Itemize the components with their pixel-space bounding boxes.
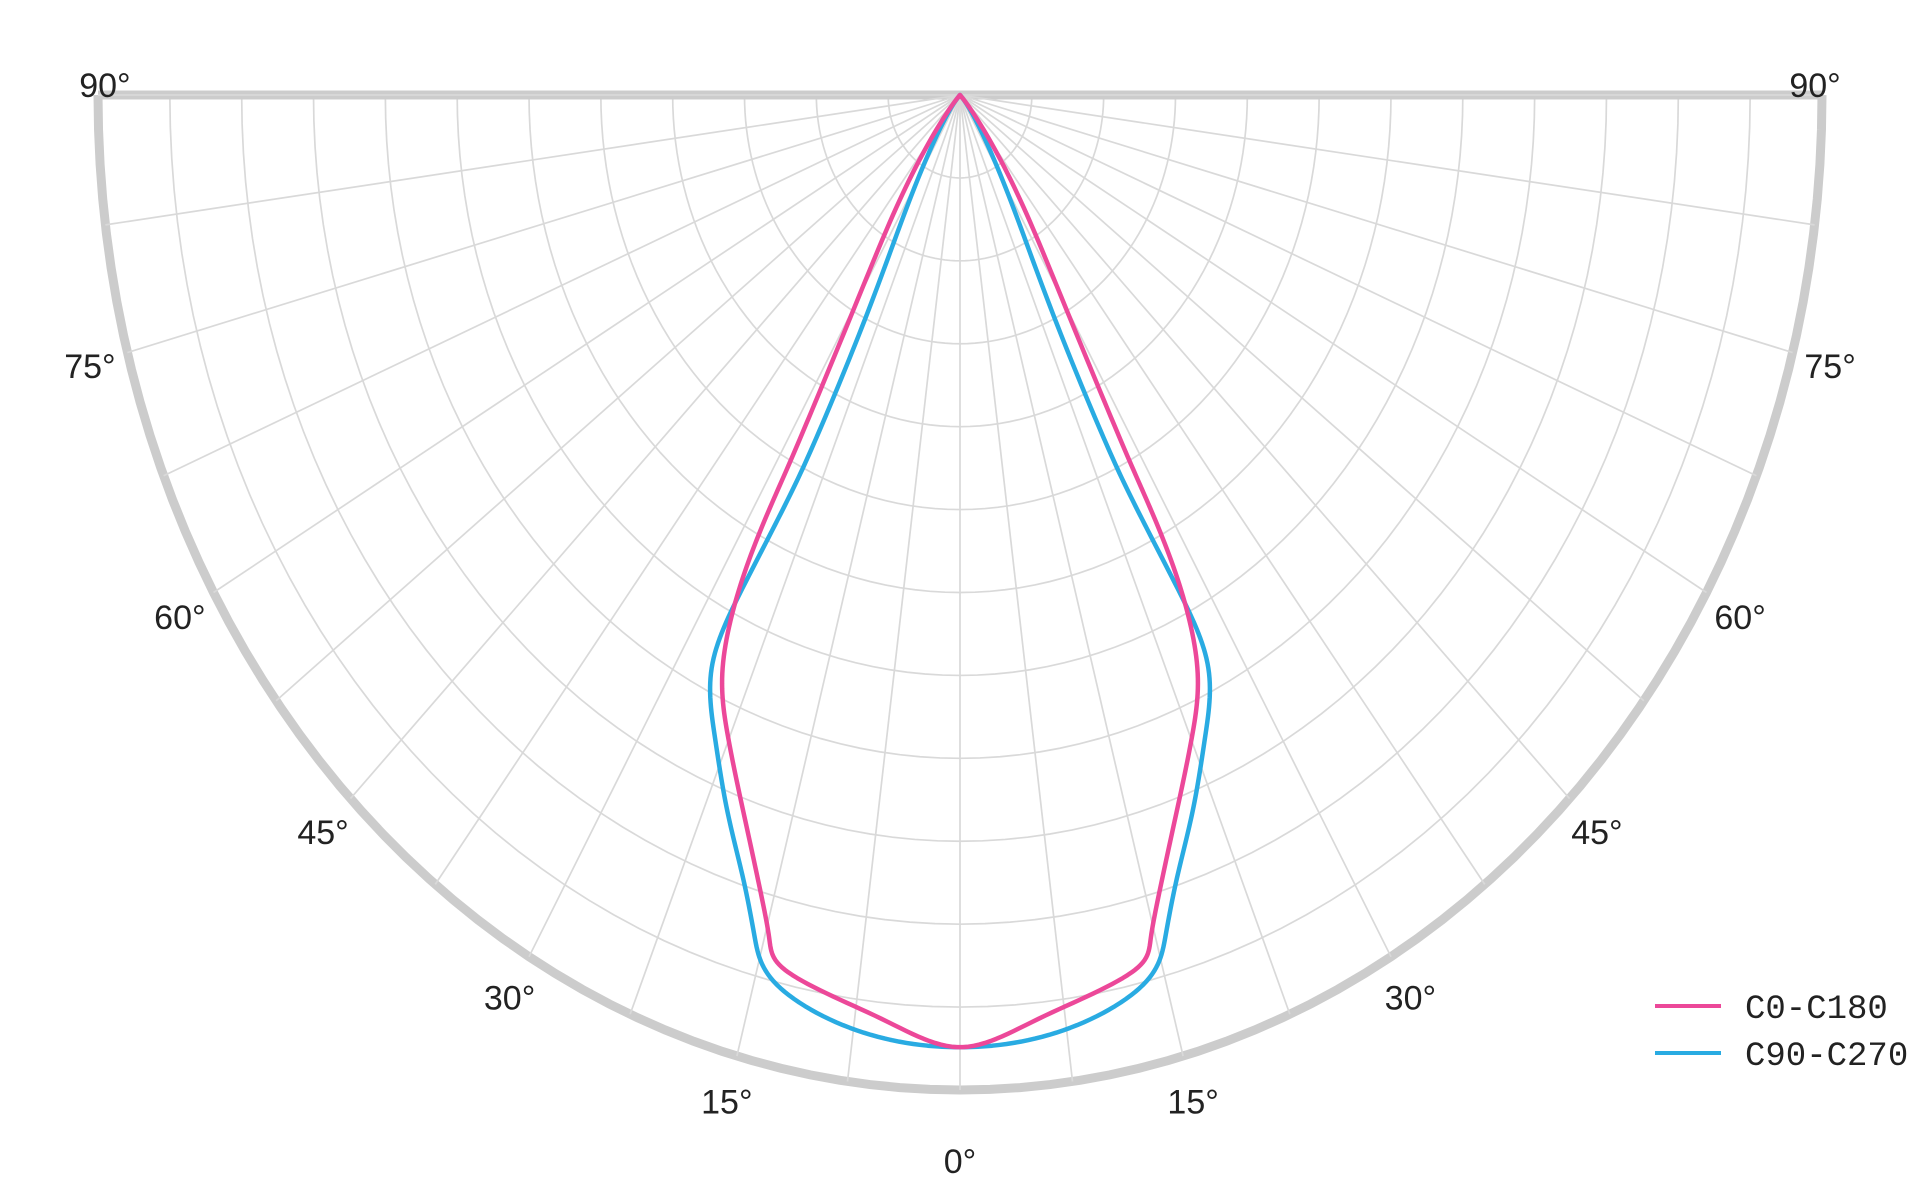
svg-text:90°: 90°	[79, 67, 130, 105]
svg-text:15°: 15°	[1167, 1083, 1218, 1121]
svg-text:30°: 30°	[1385, 979, 1436, 1017]
svg-text:60°: 60°	[1714, 599, 1765, 637]
svg-text:45°: 45°	[297, 814, 348, 852]
svg-text:30°: 30°	[484, 979, 535, 1017]
svg-text:75°: 75°	[1804, 348, 1855, 386]
svg-text:75°: 75°	[64, 348, 115, 386]
svg-text:45°: 45°	[1571, 814, 1622, 852]
svg-text:C90-C270: C90-C270	[1745, 1038, 1908, 1076]
svg-text:0°: 0°	[944, 1143, 977, 1177]
svg-text:60°: 60°	[154, 599, 205, 637]
svg-text:C0-C180: C0-C180	[1745, 991, 1888, 1029]
svg-text:15°: 15°	[701, 1083, 752, 1121]
svg-text:90°: 90°	[1789, 67, 1840, 105]
